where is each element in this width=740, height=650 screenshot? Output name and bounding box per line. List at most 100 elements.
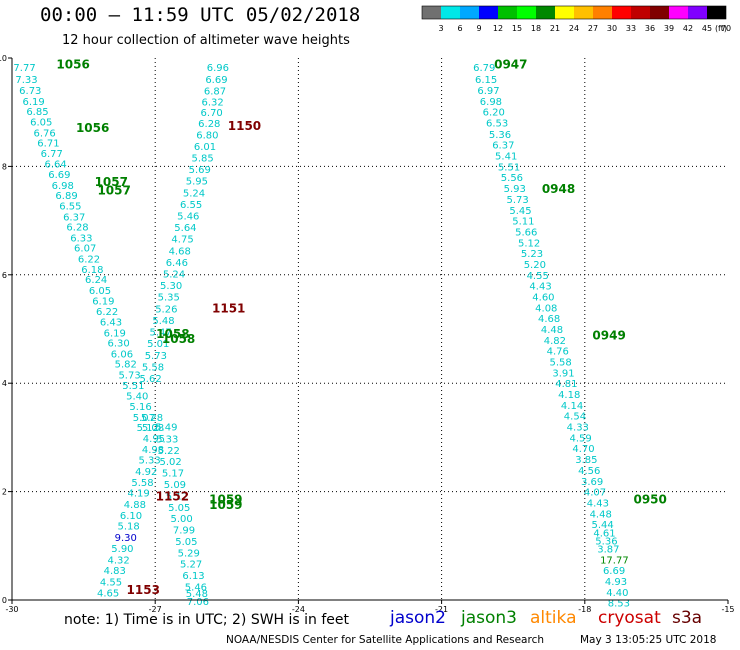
y-tick-label-0: 0 (2, 596, 7, 605)
swh-value-4-11: 5.93 (504, 184, 526, 195)
plot-frame (11, 58, 728, 601)
y-tick-label-1: 2 (2, 488, 7, 497)
colorbar-swatch-4 (498, 6, 517, 19)
x-tick-label-2: -24 (292, 605, 305, 614)
swh-value-0-2: 6.73 (19, 86, 41, 97)
colorbar-swatch-8 (574, 6, 593, 19)
swh-value-0-28: 5.82 (115, 360, 137, 371)
swh-value-2-0: 6.96 (207, 63, 229, 74)
credit-timestamp: May 3 13:05:25 UTC 2018 (580, 634, 717, 646)
swh-value-0-20: 6.24 (85, 275, 107, 286)
swh-value-1-12: 5.90 (111, 544, 133, 555)
swh-value-2-8: 5.85 (191, 154, 213, 165)
swh-value-1-4: 5.33 (138, 456, 160, 467)
swh-value-0-4: 6.85 (26, 107, 48, 118)
swh-value-5-3: 4.33 (567, 423, 589, 434)
x-tick-label-5: -15 (721, 605, 734, 614)
swh-value-1-2: 4.95 (143, 434, 165, 445)
time-label-0: 1056 (56, 57, 89, 71)
swh-value-5-0: 4.18 (558, 390, 580, 401)
swh-value-5-14: 5.36 (595, 536, 617, 547)
swh-value-5-2: 4.54 (564, 412, 586, 423)
swh-value-2-21: 5.26 (155, 304, 177, 315)
time-label-15: 0950 (633, 493, 666, 507)
colorbar-label-2: 9 (476, 24, 481, 33)
colorbar-label-9: 30 (607, 24, 617, 33)
swh-value-3-2: 5.22 (158, 446, 180, 457)
swh-value-1-11: 9.30 (115, 533, 137, 544)
swh-value-5-17: 6.69 (603, 566, 625, 577)
swh-value-1-3: 4.98 (142, 445, 164, 456)
swh-value-4-26: 4.76 (547, 347, 569, 358)
swh-value-1-14: 4.83 (104, 566, 126, 577)
swh-value-4-12: 5.73 (507, 195, 529, 206)
swh-value-1-6: 5.58 (131, 478, 153, 489)
swh-value-0-34: 5.12 (137, 423, 159, 434)
swh-value-1-1: 5.08 (142, 423, 164, 434)
swh-value-0-21: 6.05 (89, 286, 111, 297)
colorbar-label-8: 27 (588, 24, 598, 33)
swh-value-2-22: 5.48 (152, 316, 174, 327)
swh-value-0-10: 6.69 (48, 170, 70, 181)
colorbar-swatch-9 (593, 6, 612, 19)
swh-value-2-13: 5.46 (177, 212, 199, 223)
swh-value-4-10: 5.56 (501, 173, 523, 184)
y-tick-label-3: 6 (2, 271, 7, 280)
swh-value-0-1: 7.33 (15, 75, 37, 86)
swh-value-3-1: 5.33 (156, 434, 178, 445)
swh-value-0-33: 5.07 (133, 413, 155, 424)
swh-value-2-27: 5.62 (139, 374, 161, 385)
swh-value-0-32: 5.16 (129, 402, 151, 413)
swh-value-0-0: 7.77 (13, 63, 35, 74)
time-label-2: 1057 (95, 175, 128, 189)
swh-value-3-7: 5.05 (168, 503, 190, 514)
time-label-14: 0949 (592, 328, 625, 342)
swh-value-5-1: 4.14 (561, 401, 583, 412)
swh-value-4-25: 4.82 (544, 336, 566, 347)
colorbar-swatch-0 (422, 6, 441, 19)
swh-value-2-9: 5.69 (189, 165, 211, 176)
swh-value-4-2: 6.97 (477, 86, 499, 97)
swh-value-4-17: 5.23 (521, 249, 543, 260)
wave-height-values: 7.777.336.736.196.856.056.766.716.776.64… (13, 63, 630, 609)
swh-value-0-16: 6.33 (70, 233, 92, 244)
swh-value-2-26: 5.58 (142, 362, 164, 373)
swh-value-3-0: 5.49 (155, 423, 177, 434)
colorbar-label-3: 12 (493, 24, 503, 33)
satellite-legend-s3a: s3a (672, 608, 703, 628)
swh-value-2-4: 6.70 (201, 108, 223, 119)
colorbar-label-1: 6 (457, 24, 462, 33)
swh-value-1-16: 4.65 (97, 588, 119, 599)
time-label-5: 1058 (162, 332, 195, 346)
chart-subtitle: 12 hour collection of altimeter wave hei… (62, 33, 350, 48)
swh-value-2-11: 5.24 (183, 188, 205, 199)
swh-value-4-3: 6.98 (480, 97, 502, 108)
swh-value-5-7: 4.56 (578, 466, 600, 477)
footnote: note: 1) Time is in UTC; 2) SWH is in fe… (64, 612, 350, 628)
colorbar-swatch-1 (441, 6, 460, 19)
gridlines (12, 58, 728, 600)
swh-value-4-0: 6.79 (473, 63, 495, 74)
time-label-9: 1151 (212, 301, 245, 315)
time-label-7: 1059 (209, 498, 242, 512)
colorbar-label-15: 70 (721, 24, 731, 33)
swh-value-1-5: 4.92 (135, 467, 157, 478)
satellite-legend-jason2: jason2 (390, 608, 446, 628)
swh-value-1-9: 6.10 (120, 511, 142, 522)
swh-value-0-26: 6.30 (107, 339, 129, 350)
colorbar-label-13: 42 (683, 24, 693, 33)
swh-value-4-9: 5.51 (498, 162, 520, 173)
swh-value-2-7: 6.01 (194, 142, 216, 153)
swh-value-5-13: 4.61 (593, 528, 615, 539)
swh-value-1-8: 4.88 (124, 500, 146, 511)
swh-value-2-14: 5.64 (174, 223, 196, 234)
swh-value-2-16: 4.68 (169, 246, 191, 257)
swh-value-0-22: 6.19 (92, 296, 114, 307)
swh-value-4-22: 4.08 (535, 303, 557, 314)
swh-value-2-24: 5.01 (147, 339, 169, 350)
colorbar-swatch-10 (612, 6, 631, 19)
time-label-3: 1057 (97, 184, 130, 198)
swh-value-4-14: 5.11 (512, 217, 534, 228)
swh-value-3-16: 7.06 (187, 597, 209, 608)
swh-value-0-25: 6.19 (104, 328, 126, 339)
